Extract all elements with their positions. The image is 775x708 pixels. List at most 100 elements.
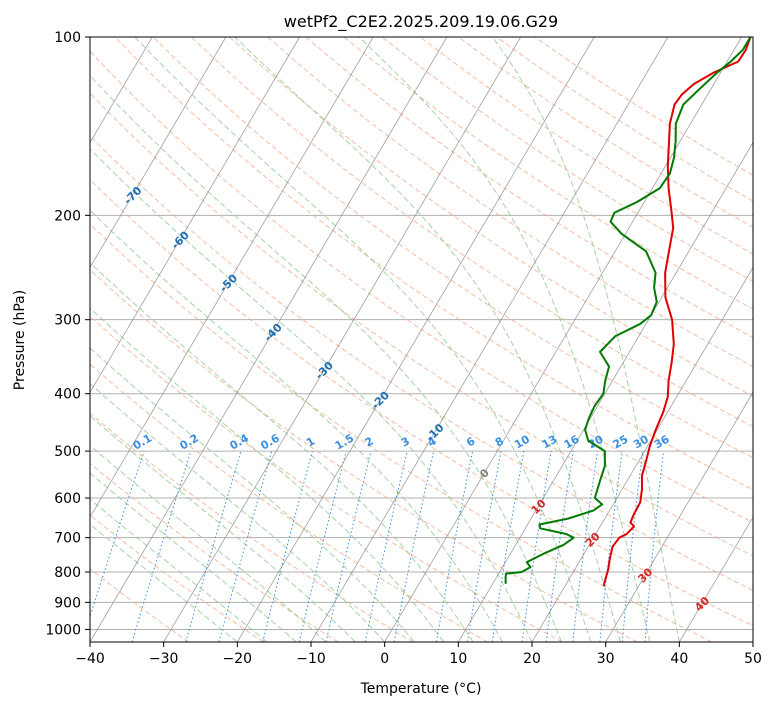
dewpoint-profile-line xyxy=(504,37,752,585)
mixing-ratio-label: 0.4 xyxy=(228,431,252,452)
moist-adiabat xyxy=(90,523,238,642)
mixing-ratio-label: 0.6 xyxy=(258,431,282,452)
isotherm-label: -30 xyxy=(313,359,336,382)
isotherm-label: -90 xyxy=(16,112,39,135)
isotherm-line xyxy=(90,37,448,642)
mixing-ratio-line xyxy=(298,450,347,642)
moist-adiabat xyxy=(90,74,562,642)
mixing-ratio-label: 2 xyxy=(363,435,376,450)
mixing-ratio-line xyxy=(521,451,552,642)
dry-adiabat xyxy=(534,37,753,176)
mixing-ratio-line xyxy=(545,451,574,642)
moist-adiabat xyxy=(234,37,621,642)
x-tick-label: 0 xyxy=(380,651,389,667)
mixing-ratio-line xyxy=(393,450,435,642)
dry-adiabat xyxy=(114,37,753,491)
moist-adiabat xyxy=(90,209,503,642)
isotherm-line xyxy=(605,391,753,642)
y-tick-label: 500 xyxy=(54,444,81,460)
y-tick-label: 900 xyxy=(54,595,81,611)
isotherm-label: 40 xyxy=(692,594,712,614)
isotherm-label: -60 xyxy=(169,228,192,251)
mixing-ratio-line xyxy=(131,450,192,642)
dry-adiabat xyxy=(90,462,339,642)
moist-adiabat xyxy=(90,148,533,642)
mixing-ratio-line xyxy=(644,451,665,642)
mixing-ratio-label: 6 xyxy=(464,434,477,449)
temperature-profile-line xyxy=(602,37,752,587)
y-tick-label: 700 xyxy=(54,531,81,547)
moist-adiabat xyxy=(358,37,651,642)
mixing-ratio-label: 8 xyxy=(493,435,506,450)
dry-adiabat xyxy=(90,363,488,642)
mixing-ratio-label: 36 xyxy=(652,432,672,451)
mixing-ratio-lines xyxy=(90,450,665,642)
mixing-ratio-label: 1.5 xyxy=(333,432,356,453)
y-tick-label: 300 xyxy=(54,313,81,329)
mixing-ratio-line xyxy=(325,450,372,642)
isotherm-line xyxy=(90,37,300,394)
y-tick-label: 100 xyxy=(54,30,81,46)
moist-adiabat xyxy=(90,382,386,642)
mixing-ratio-line xyxy=(621,451,644,642)
x-tick-label: 10 xyxy=(449,651,467,667)
isotherm-label: -70 xyxy=(121,184,144,207)
moist-adiabat xyxy=(90,415,356,642)
mixing-ratio-label: 25 xyxy=(611,433,631,452)
mixing-ratio-line xyxy=(185,450,242,642)
mixing-ratio-line xyxy=(599,451,623,642)
moist-adiabat xyxy=(90,444,327,642)
moist-adiabat xyxy=(90,347,415,642)
y-tick-label: 400 xyxy=(54,387,81,403)
mixing-ratio-label: 13 xyxy=(540,433,560,452)
moist-adiabat xyxy=(90,262,474,642)
isotherm-line xyxy=(678,516,753,642)
moist-adiabat xyxy=(90,472,297,642)
mixing-ratio-label: 16 xyxy=(562,432,582,451)
x-axis-title: Temperature (°C) xyxy=(360,681,482,697)
mixing-ratio-line xyxy=(90,450,145,618)
isotherm-line xyxy=(531,266,753,642)
isotherm-line xyxy=(90,37,227,269)
plot-area: 0.10.20.40.611.52346810131620253036-100-… xyxy=(16,37,753,642)
isotherm-line xyxy=(90,37,374,518)
y-tick-label: 600 xyxy=(54,491,81,507)
dry-adiabat xyxy=(90,269,638,642)
y-tick-label: 1000 xyxy=(45,622,81,638)
dry-adiabat xyxy=(343,37,753,310)
dry-adiabat xyxy=(90,223,712,642)
mixing-ratio-line xyxy=(572,451,599,642)
isotherm-line xyxy=(90,37,153,144)
x-axis: −40 −30 −20 −10 0 10 20 30 40 50 xyxy=(75,642,762,667)
dry-adiabat xyxy=(90,135,753,591)
moist-adiabat xyxy=(90,498,268,642)
isotherm-label: 0 xyxy=(477,466,492,481)
mixing-ratio-line xyxy=(364,450,408,642)
dry-adiabat xyxy=(229,37,753,397)
isotherm-label: 10 xyxy=(529,497,549,517)
y-tick-label: 200 xyxy=(54,208,81,224)
isotherm-label: 30 xyxy=(635,565,655,585)
x-tick-label: −20 xyxy=(223,651,253,667)
isotherm-line xyxy=(384,37,742,642)
dry-adiabat xyxy=(90,568,190,642)
mixing-ratio-label: 10 xyxy=(512,432,532,451)
dry-adiabat xyxy=(90,315,563,642)
dry-adiabat xyxy=(305,37,753,339)
mixing-ratio-label: 1 xyxy=(304,435,317,450)
mixing-ratio-line xyxy=(262,450,313,642)
x-tick-label: 30 xyxy=(597,651,615,667)
isotherm-line xyxy=(457,141,753,642)
dry-adiabat xyxy=(90,412,414,642)
moist-adiabat xyxy=(134,37,592,642)
dry-adiabat xyxy=(90,178,753,627)
chart-title: wetPf2_C2E2.2025.209.19.06.G29 xyxy=(284,12,558,32)
dry-adiabat xyxy=(458,37,753,228)
dry-adiabat xyxy=(381,37,753,282)
plot-frame xyxy=(89,36,754,643)
dry-adiabat xyxy=(152,37,753,459)
x-tick-label: 20 xyxy=(523,651,541,667)
dry-adiabat xyxy=(90,50,753,523)
